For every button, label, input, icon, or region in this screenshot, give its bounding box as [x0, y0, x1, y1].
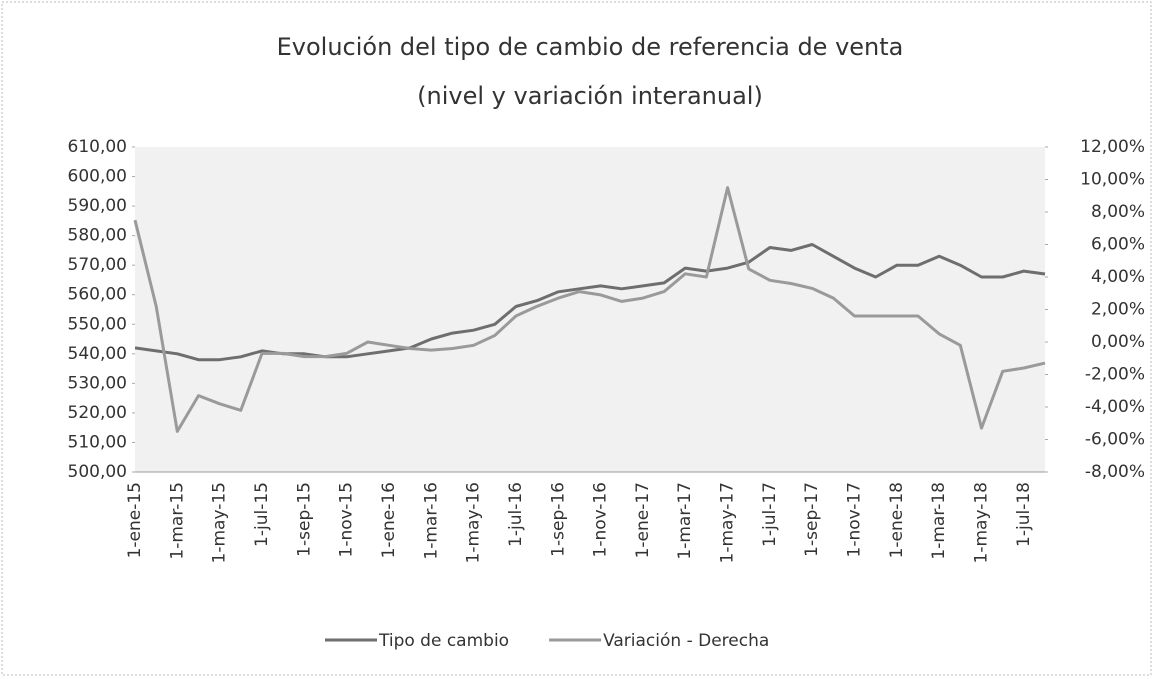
legend-label: Tipo de cambio: [378, 631, 509, 651]
legend-label: Variación - Derecha: [603, 631, 769, 651]
y-tick-label: 580,00: [68, 226, 127, 246]
x-tick-label: 1-jul-17: [760, 482, 780, 547]
x-tick-label: 1-jul-16: [506, 482, 526, 547]
chart-subtitle: (nivel y variación interanual): [417, 82, 763, 110]
x-tick-label: 1-sep-15: [294, 482, 314, 557]
x-tick-label: 1-nov-15: [337, 482, 357, 558]
y2-tick-label: 2,00%: [1091, 300, 1145, 320]
x-tick-label: 1-may-18: [972, 482, 992, 563]
x-tick-label: 1-jul-15: [252, 482, 272, 547]
y2-tick-label: -4,00%: [1085, 397, 1145, 417]
y-tick-label: 500,00: [68, 462, 127, 482]
y2-tick-label: 10,00%: [1080, 170, 1145, 190]
y2-tick-label: -8,00%: [1085, 462, 1145, 482]
y-tick-label: 540,00: [68, 344, 127, 364]
y2-tick-label: -6,00%: [1085, 430, 1145, 450]
y-tick-label: 510,00: [68, 432, 127, 452]
x-tick-label: 1-mar-15: [167, 482, 187, 560]
x-tick-label: 1-may-15: [210, 482, 230, 563]
x-tick-label: 1-ene-16: [379, 482, 399, 558]
plot-area: [135, 147, 1045, 472]
x-tick-label: 1-mar-16: [421, 482, 441, 560]
series-line: [133, 186, 1046, 433]
x-tick-label: 1-ene-18: [887, 482, 907, 558]
x-tick-label: 1-mar-18: [929, 482, 949, 560]
y2-tick-label: -2,00%: [1085, 365, 1145, 385]
y-tick-label: 520,00: [68, 403, 127, 423]
x-tick-label: 1-jul-18: [1014, 482, 1034, 547]
y2-tick-label: 0,00%: [1091, 332, 1145, 352]
y2-tick-label: 8,00%: [1091, 202, 1145, 222]
y2-tick-label: 4,00%: [1091, 267, 1145, 287]
x-tick-label: 1-ene-17: [633, 482, 653, 558]
x-tick-label: 1-may-17: [718, 482, 738, 563]
x-tick-label: 1-nov-16: [591, 482, 611, 558]
y-tick-label: 560,00: [68, 285, 127, 305]
x-tick-label: 1-may-16: [464, 482, 484, 563]
chart-title: Evolución del tipo de cambio de referenc…: [277, 33, 904, 61]
x-tick-label: 1-sep-16: [548, 482, 568, 557]
x-tick-label: 1-sep-17: [802, 482, 822, 557]
x-tick-label: 1-nov-17: [845, 482, 865, 558]
y-tick-label: 570,00: [68, 255, 127, 275]
y-tick-label: 610,00: [68, 137, 127, 157]
y2-tick-label: 6,00%: [1091, 235, 1145, 255]
y-tick-label: 530,00: [68, 373, 127, 393]
x-tick-label: 1-mar-17: [675, 482, 695, 560]
y2-tick-label: 12,00%: [1080, 137, 1145, 157]
y-tick-label: 590,00: [68, 196, 127, 216]
x-tick-label: 1-ene-15: [125, 482, 145, 558]
y-tick-label: 600,00: [68, 167, 127, 187]
y-tick-label: 550,00: [68, 314, 127, 334]
